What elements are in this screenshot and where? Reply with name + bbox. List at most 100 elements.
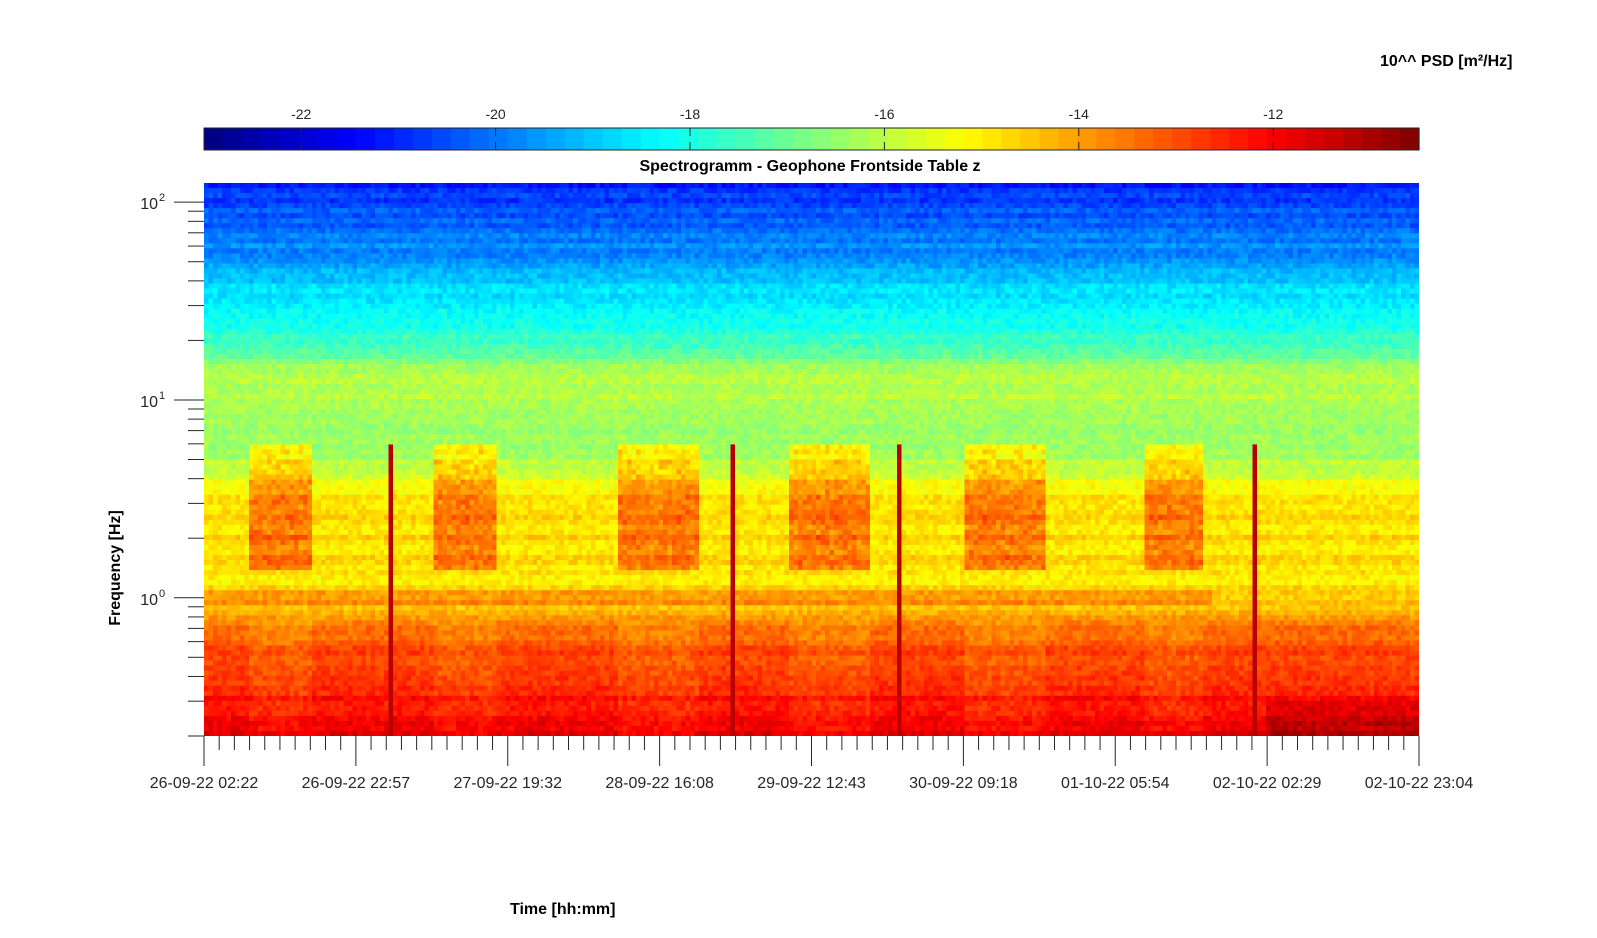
heatmap-cell <box>1208 248 1213 254</box>
heatmap-cell <box>650 238 655 244</box>
heatmap-cell <box>951 208 956 214</box>
heatmap-cell <box>645 258 650 264</box>
heatmap-cell <box>321 213 326 219</box>
heatmap-cell <box>240 253 245 259</box>
heatmap-cell <box>1091 203 1096 209</box>
heatmap-cell <box>735 243 740 249</box>
heatmap-cell <box>1127 218 1132 224</box>
heatmap-cell <box>807 248 812 254</box>
colorbar-segment <box>925 128 945 150</box>
heatmap-cell <box>1194 208 1199 214</box>
heatmap-cell <box>843 188 848 194</box>
heatmap-cell <box>699 243 704 249</box>
heatmap-cell <box>542 238 547 244</box>
heatmap-cell <box>510 243 515 249</box>
heatmap-cell <box>1230 193 1235 199</box>
heatmap-cell <box>1055 213 1060 219</box>
heatmap-cell <box>825 233 830 239</box>
heatmap-cell <box>1221 268 1226 274</box>
heatmap-cell <box>1293 228 1298 234</box>
colorbar-segment <box>223 128 243 150</box>
heatmap-cell <box>645 208 650 214</box>
heatmap-cell <box>335 213 340 219</box>
heatmap-cell <box>303 238 308 244</box>
heatmap-cell <box>1059 228 1064 234</box>
heatmap-cell <box>528 263 533 269</box>
heatmap-cell <box>780 263 785 269</box>
heatmap-cell <box>1059 243 1064 249</box>
heatmap-cell <box>987 258 992 264</box>
heatmap-cell <box>249 213 254 219</box>
heatmap-cell <box>1410 208 1415 214</box>
heatmap-cell <box>1334 198 1339 204</box>
heatmap-cell <box>1050 228 1055 234</box>
heatmap-cell <box>1316 223 1321 229</box>
heatmap-cell <box>465 213 470 219</box>
heatmap-cell <box>960 238 965 244</box>
heatmap-cell <box>762 203 767 209</box>
heatmap-cell <box>348 228 353 234</box>
heatmap-cell <box>1230 208 1235 214</box>
heatmap-cell <box>299 228 304 234</box>
heatmap-cell <box>416 233 421 239</box>
heatmap-cell <box>924 213 929 219</box>
heatmap-cell <box>920 263 925 269</box>
heatmap-cell <box>1014 208 1019 214</box>
heatmap-cell <box>1356 223 1361 229</box>
heatmap-cell <box>447 198 452 204</box>
heatmap-cell <box>312 213 317 219</box>
heatmap-cell <box>1041 228 1046 234</box>
heatmap-cell <box>803 253 808 259</box>
heatmap-cell <box>1028 228 1033 234</box>
heatmap-cell <box>960 228 965 234</box>
heatmap-cell <box>461 233 466 239</box>
heatmap-cell <box>465 253 470 259</box>
heatmap-cell <box>222 208 227 214</box>
heatmap-cell <box>326 183 331 189</box>
heatmap-cell <box>1361 248 1366 254</box>
heatmap-cell <box>1239 253 1244 259</box>
heatmap-cell <box>281 253 286 259</box>
heatmap-cell <box>1320 263 1325 269</box>
heatmap-cell <box>852 208 857 214</box>
heatmap-cell <box>654 228 659 234</box>
heatmap-cell <box>632 188 637 194</box>
heatmap-cell <box>258 188 263 194</box>
heatmap-cell <box>501 208 506 214</box>
heatmap-cell <box>420 208 425 214</box>
heatmap-cell <box>978 198 983 204</box>
heatmap-cell <box>1190 228 1195 234</box>
heatmap-cell <box>348 198 353 204</box>
heatmap-cell <box>645 243 650 249</box>
heatmap-cell <box>1401 253 1406 259</box>
heatmap-cell <box>1185 248 1190 254</box>
heatmap-cell <box>1194 228 1199 234</box>
heatmap-cell <box>771 198 776 204</box>
heatmap-cell <box>1397 243 1402 249</box>
heatmap-cell <box>1127 208 1132 214</box>
heatmap-cell <box>339 183 344 189</box>
heatmap-cell <box>249 193 254 199</box>
heatmap-cell <box>1064 243 1069 249</box>
heatmap-cell <box>614 198 619 204</box>
heatmap-cell <box>551 213 556 219</box>
heatmap-cell <box>1131 228 1136 234</box>
heatmap-cell <box>1028 208 1033 214</box>
heatmap-cell <box>861 228 866 234</box>
heatmap-cell <box>749 268 754 274</box>
heatmap-cell <box>461 218 466 224</box>
heatmap-cell <box>1122 268 1127 274</box>
heatmap-cell <box>704 268 709 274</box>
heatmap-cell <box>1410 198 1415 204</box>
heatmap-cell <box>789 258 794 264</box>
heatmap-cell <box>1401 263 1406 269</box>
heatmap-cell <box>1316 198 1321 204</box>
colorbar-segment <box>812 128 832 150</box>
heatmap-cell <box>776 208 781 214</box>
heatmap-cell <box>870 248 875 254</box>
heatmap-cell <box>668 203 673 209</box>
heatmap-cell <box>686 198 691 204</box>
heatmap-cell <box>407 253 412 259</box>
heatmap-cell <box>1082 238 1087 244</box>
heatmap-cell <box>411 258 416 264</box>
